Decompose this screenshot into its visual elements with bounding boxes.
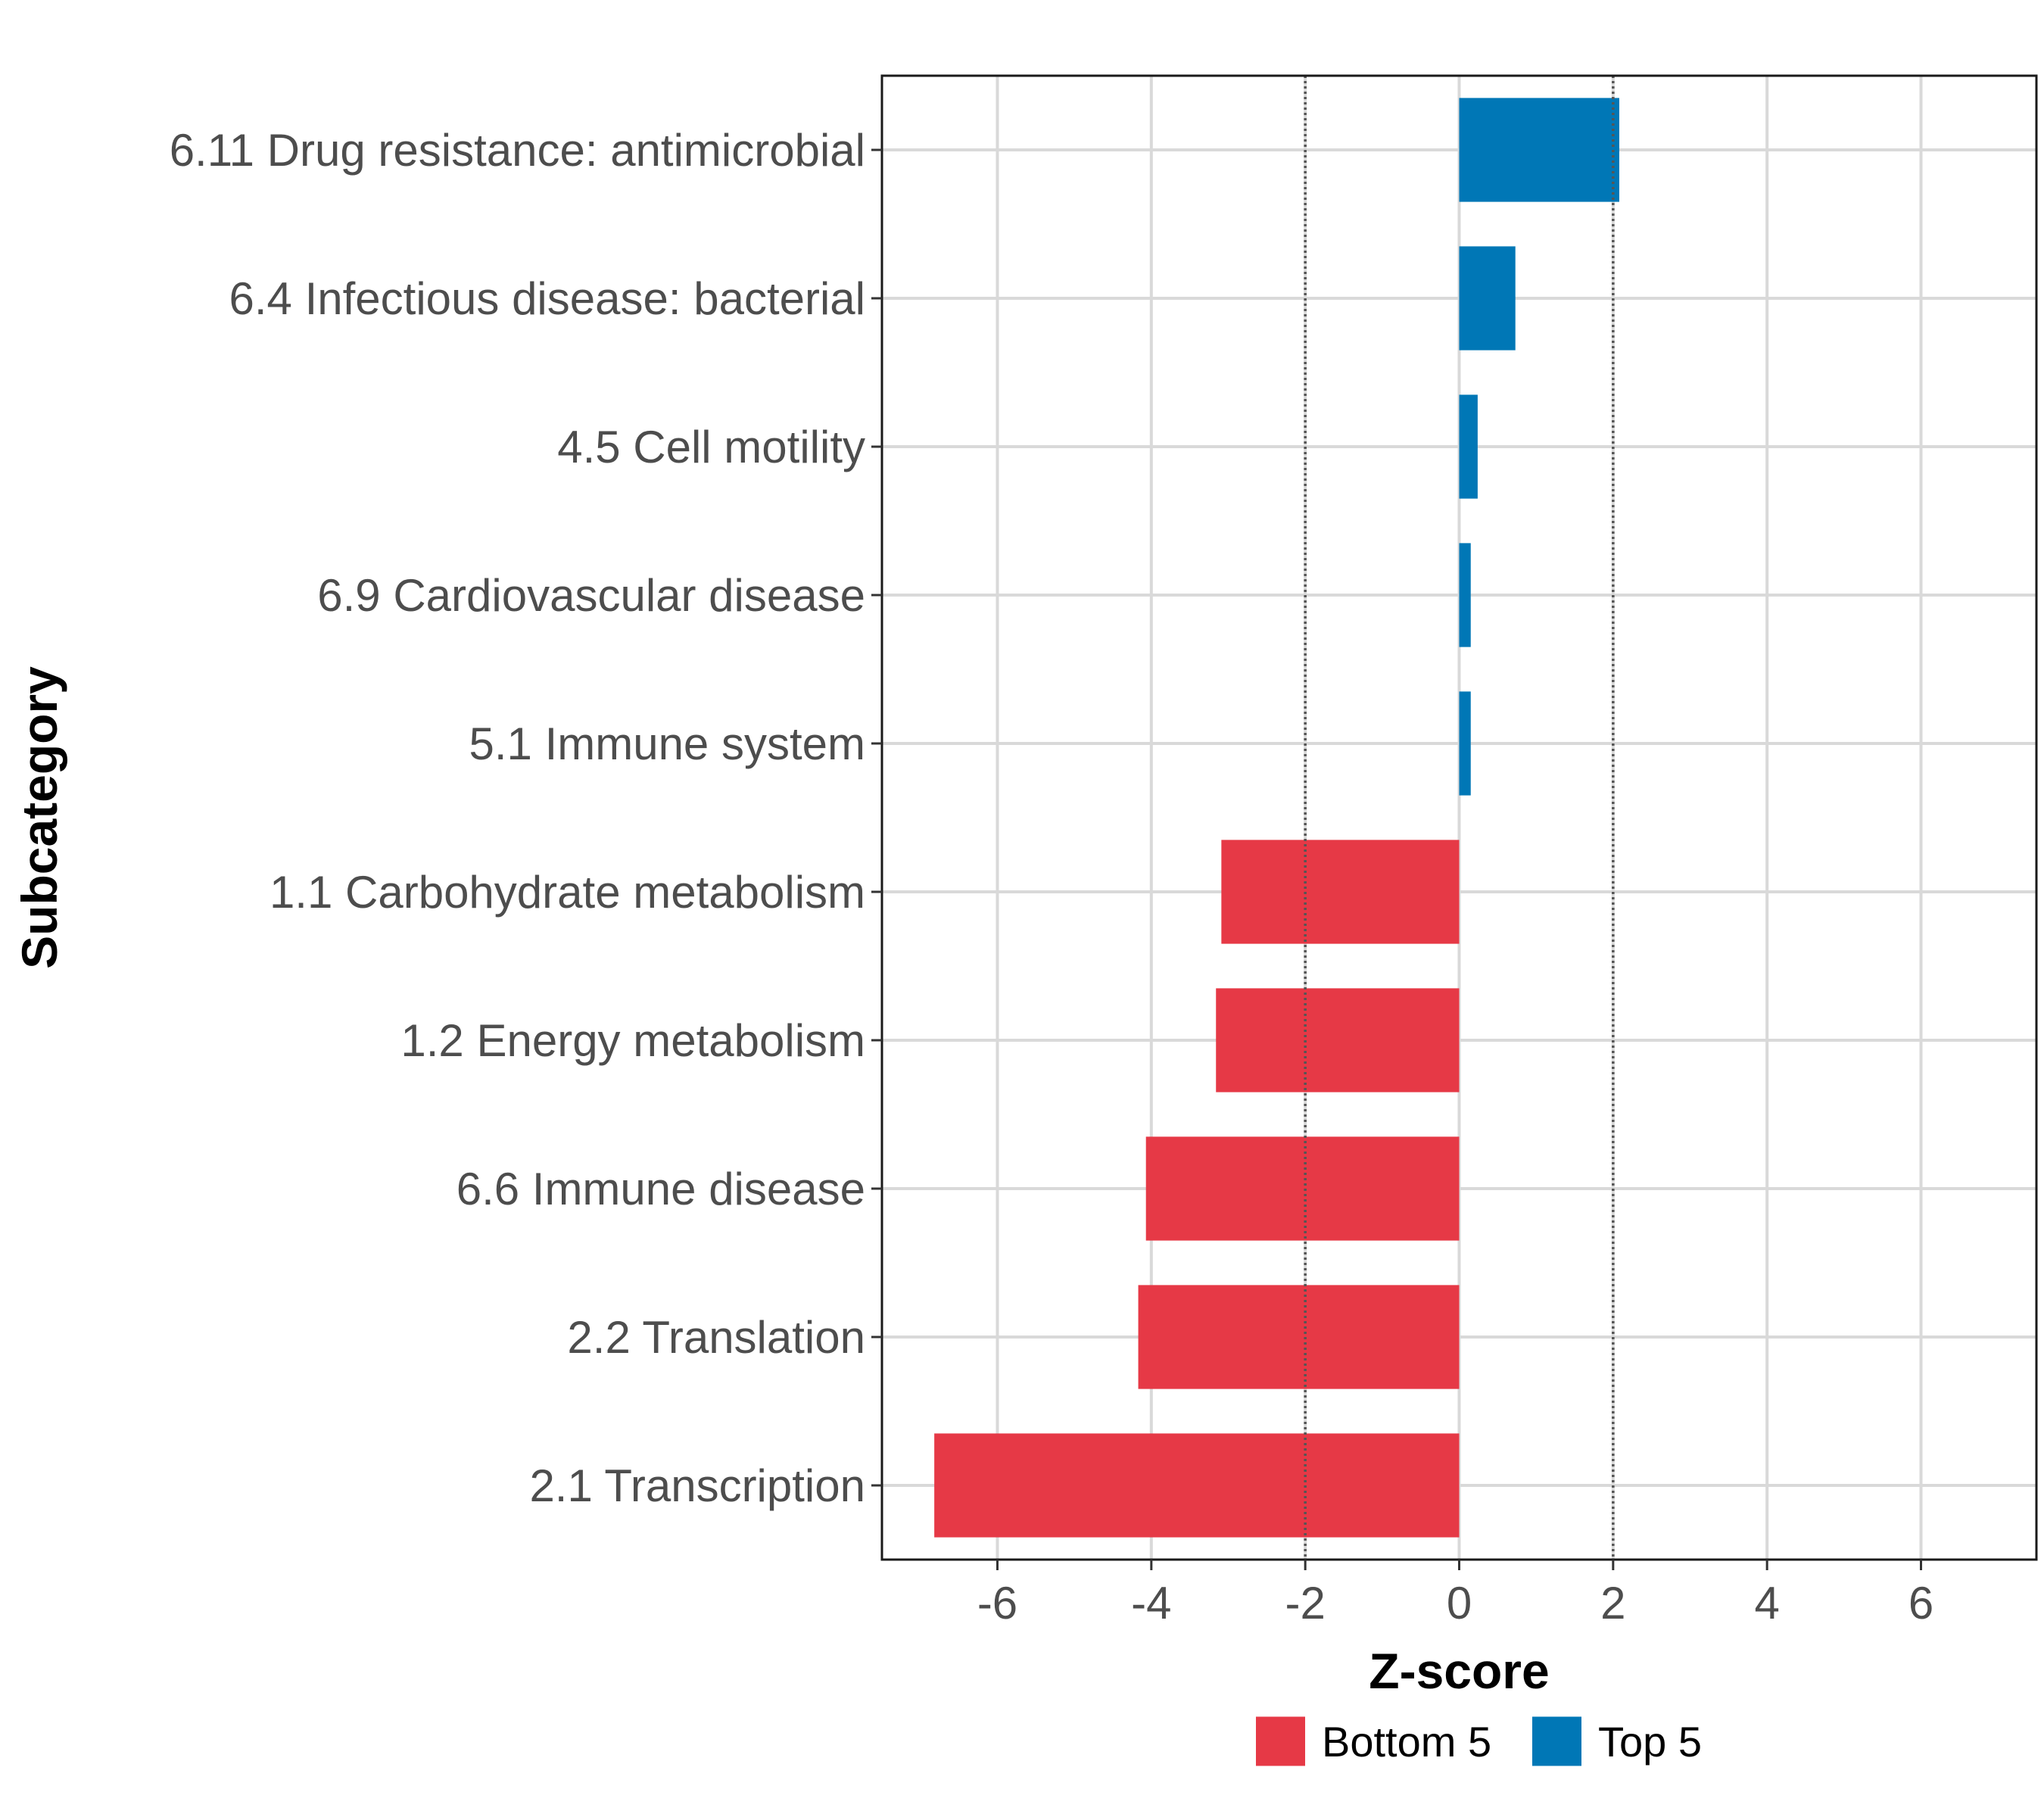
legend-swatch [1532, 1716, 1581, 1766]
bar-layer [934, 98, 1619, 1538]
bar [1459, 246, 1516, 351]
y-tick-label: 6.11 Drug resistance: antimicrobial [170, 125, 865, 176]
bar [1459, 691, 1471, 796]
y-tick-label: 2.1 Transcription [529, 1460, 865, 1511]
y-tick-label: 2.2 Translation [567, 1312, 865, 1363]
y-tick-label: 6.9 Cardiovascular disease [317, 570, 865, 621]
bar [1459, 394, 1478, 499]
x-tick-label: -6 [977, 1578, 1017, 1628]
x-axis: -6 -4 -2 0 2 4 6 [977, 1560, 1933, 1628]
legend-label: Bottom 5 [1322, 1718, 1491, 1766]
bar [934, 1433, 1460, 1538]
y-tick-label: 1.2 Energy metabolism [400, 1015, 865, 1066]
x-tick-label: 6 [1908, 1578, 1933, 1628]
bar [1221, 840, 1460, 944]
x-tick-label: 4 [1754, 1578, 1779, 1628]
bar [1145, 1136, 1460, 1241]
y-tick-label: 6.6 Immune disease [456, 1164, 865, 1214]
x-tick-label: -2 [1285, 1578, 1325, 1628]
x-tick-label: 2 [1600, 1578, 1625, 1628]
y-axis: 6.11 Drug resistance: antimicrobial 6.4 I… [170, 125, 882, 1511]
bar [1216, 988, 1460, 1092]
bar [1459, 543, 1471, 647]
legend-label: Top 5 [1598, 1718, 1702, 1766]
x-axis-title: Z-score [1369, 1643, 1549, 1699]
reference-line-layer [1304, 76, 1615, 1560]
legend-swatch [1256, 1716, 1305, 1766]
legend: Bottom 5 Top 5 [1256, 1716, 1702, 1766]
y-axis-title: Subcategory [11, 666, 67, 969]
x-tick-label: 0 [1447, 1578, 1472, 1628]
y-tick-label: 6.4 Infectious disease: bacterial [229, 273, 866, 324]
y-tick-label: 4.5 Cell motility [557, 422, 865, 472]
bar [1138, 1285, 1460, 1389]
y-tick-label: 1.1 Carbohydrate metabolism [270, 867, 865, 918]
bar [1459, 98, 1619, 202]
x-tick-label: -4 [1131, 1578, 1171, 1628]
y-tick-label: 5.1 Immune system [469, 718, 865, 769]
